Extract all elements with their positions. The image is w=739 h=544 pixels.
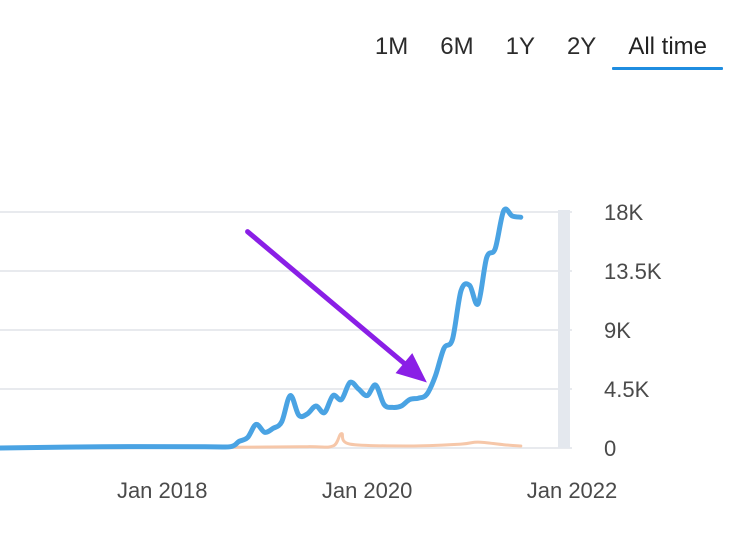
series-line-primary <box>0 206 524 451</box>
hover-band <box>558 210 570 448</box>
tab-6m[interactable]: 6M <box>440 33 474 60</box>
annotation-arrow-shaft <box>245 229 407 366</box>
tab-1y[interactable]: 1Y <box>505 33 535 60</box>
y-tick-label: 9K <box>604 318 631 343</box>
tab-all-time[interactable]: All time <box>612 30 723 70</box>
y-tick-label: 4.5K <box>604 377 650 402</box>
y-tick-label: 13.5K <box>604 259 662 284</box>
tab-1m[interactable]: 1M <box>374 33 409 60</box>
tab-2y[interactable]: 2Y <box>566 33 597 60</box>
x-tick-label: Jan 2022 <box>527 478 618 503</box>
x-tick-label: Jan 2020 <box>322 478 413 503</box>
y-tick-label: 18K <box>604 200 643 225</box>
x-tick-label: Jan 2018 <box>117 478 208 503</box>
time-range-tabs: 1M 6M 1Y 2Y All time <box>359 30 723 70</box>
annotation-arrow-head <box>395 353 427 383</box>
y-tick-label: 0 <box>604 436 616 461</box>
